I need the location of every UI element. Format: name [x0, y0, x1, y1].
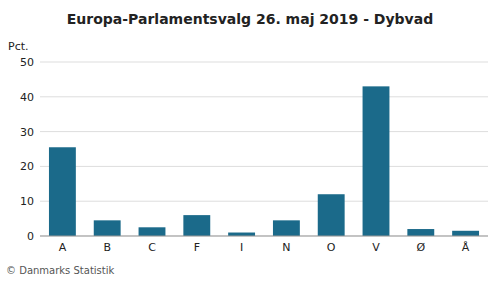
- x-tick-label: O: [327, 241, 336, 254]
- y-tick-label: 10: [20, 195, 34, 208]
- bar: [452, 231, 479, 236]
- x-tick-label: I: [240, 241, 243, 254]
- chart-svg: Europa-Parlamentsvalg 26. maj 2019 - Dyb…: [0, 0, 500, 282]
- y-axis-label: Pct.: [8, 40, 29, 53]
- bar: [183, 215, 210, 236]
- bar: [94, 220, 121, 236]
- bar: [139, 227, 166, 236]
- grid-line: [40, 166, 488, 167]
- grid-line: [40, 96, 488, 97]
- grid-line: [40, 201, 488, 202]
- x-tick-label: Ø: [416, 241, 425, 254]
- grid: [40, 62, 488, 236]
- grid-line: [40, 236, 488, 237]
- bar: [363, 86, 390, 236]
- y-tick-label: 0: [27, 230, 34, 243]
- y-tick-label: 20: [20, 160, 34, 173]
- bar: [49, 147, 76, 236]
- bar: [318, 194, 345, 236]
- x-tick-label: B: [103, 241, 111, 254]
- x-tick-label: V: [372, 241, 380, 254]
- x-axis-line: [40, 236, 488, 237]
- chart-container: Europa-Parlamentsvalg 26. maj 2019 - Dyb…: [0, 0, 500, 282]
- grid-line: [40, 62, 488, 63]
- y-tick-label: 40: [20, 91, 34, 104]
- y-tick-label: 30: [20, 126, 34, 139]
- grid-line: [40, 131, 488, 132]
- title: Europa-Parlamentsvalg 26. maj 2019 - Dyb…: [67, 11, 433, 27]
- x-tick-label: N: [282, 241, 290, 254]
- footer-annotation: © Danmarks Statistik: [6, 265, 115, 276]
- x-tick-label: A: [59, 241, 67, 254]
- x-tick-label: Å: [462, 241, 470, 254]
- x-tick-label: F: [194, 241, 200, 254]
- bars: [49, 86, 479, 236]
- bar: [273, 220, 300, 236]
- bar: [228, 233, 255, 236]
- x-tick-label: C: [148, 241, 156, 254]
- y-tick-label: 50: [20, 56, 34, 69]
- bar: [407, 229, 434, 236]
